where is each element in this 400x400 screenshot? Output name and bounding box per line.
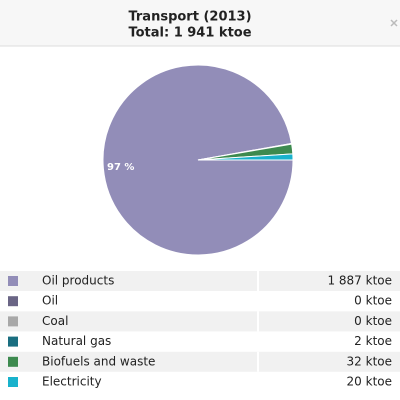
- legend-label: Electricity: [42, 375, 102, 389]
- legend-label: Biofuels and waste: [42, 354, 155, 368]
- chart-title: Transport (2013): [128, 10, 251, 25]
- value-label: 1 887 ktoe: [327, 274, 392, 288]
- close-icon: [390, 19, 398, 27]
- row-background: [0, 311, 400, 332]
- legend-swatch: [8, 336, 18, 347]
- row-background: [0, 271, 400, 291]
- row-background: [0, 351, 400, 372]
- value-label: 2 ktoe: [354, 334, 392, 348]
- value-label: 20 ktoe: [347, 375, 392, 389]
- legend-label: Coal: [42, 314, 68, 328]
- value-label: 0 ktoe: [354, 314, 392, 328]
- legend-swatch: [8, 316, 18, 327]
- legend-swatch: [8, 296, 18, 307]
- legend-swatch: [8, 356, 18, 367]
- legend-label: Natural gas: [42, 334, 111, 348]
- legend-swatch: [8, 276, 18, 286]
- legend-label: Oil: [42, 294, 58, 308]
- value-label: 0 ktoe: [354, 294, 392, 308]
- slice-label: 97 %: [107, 162, 134, 173]
- close-button[interactable]: [390, 19, 398, 27]
- header: [0, 0, 400, 46]
- legend-label: Oil products: [42, 274, 114, 288]
- chart-subtitle: Total: 1 941 ktoe: [128, 26, 251, 41]
- legend-swatch: [8, 377, 18, 387]
- pie-slice: [197, 153, 294, 161]
- value-label: 32 ktoe: [347, 354, 392, 368]
